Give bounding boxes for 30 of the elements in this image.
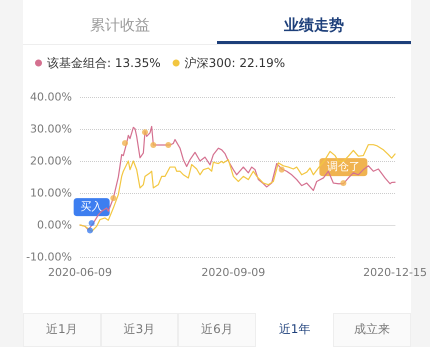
y-tick-label: 30.00%: [30, 122, 72, 136]
point: [87, 227, 93, 234]
text: 成立来: [333, 313, 411, 347]
point: [122, 140, 128, 146]
y-tick-label: -10.00%: [26, 250, 72, 264]
point: [150, 142, 156, 148]
text: 业绩走势: [217, 8, 411, 44]
legend-label: 沪深300: 22.19%: [184, 56, 286, 70]
y-tick-label: 10.00%: [30, 186, 72, 200]
point: [110, 195, 116, 202]
annotation: 调仓了: [326, 161, 360, 174]
text: 近1年: [256, 313, 334, 347]
x-tick-label: 2020-09-09: [201, 266, 266, 279]
point: [142, 129, 148, 136]
legend-label: 该基金组合: 13.35%: [47, 56, 161, 70]
x-tick-label: 2020-12-15: [363, 266, 428, 279]
x-tick-label: 2020-06-09: [48, 266, 112, 279]
text: 近3月: [100, 313, 178, 347]
text: 近1月: [23, 313, 101, 347]
point: [278, 166, 285, 173]
annotation: 买入: [80, 200, 103, 214]
y-tick-label: 20.00%: [30, 154, 72, 168]
y-tick-label: 0.00%: [37, 218, 72, 232]
point: [88, 220, 95, 226]
y-tick-label: 40.00%: [30, 90, 72, 104]
line-series: [79, 144, 396, 232]
text: 累计收益: [89, 15, 151, 36]
point: [340, 180, 346, 186]
point: [165, 142, 172, 148]
text: 近6月: [178, 313, 256, 347]
